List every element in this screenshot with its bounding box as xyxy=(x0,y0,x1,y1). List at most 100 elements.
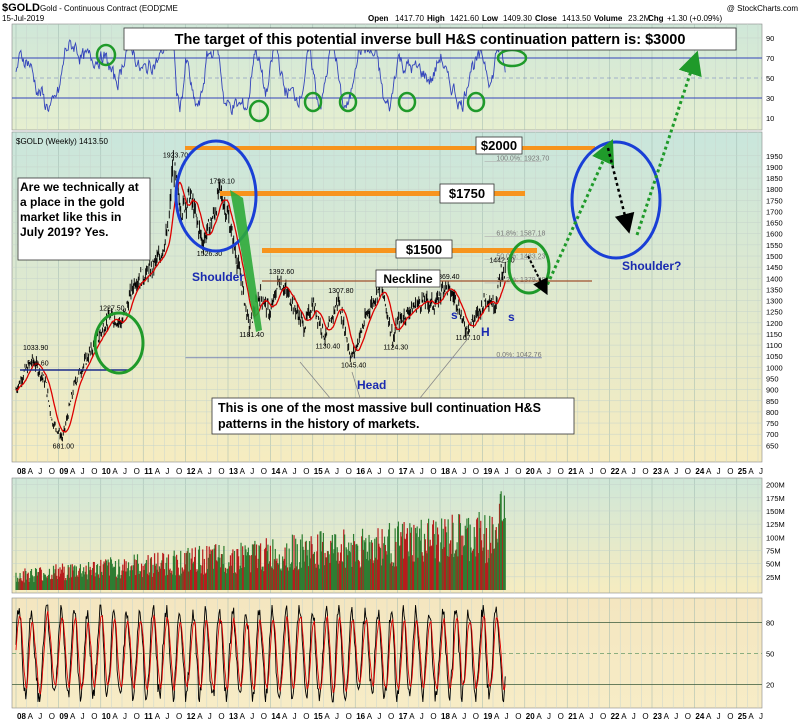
x-tick-label-upper: J xyxy=(505,467,509,476)
chg-value: +1.30 (+0.09%) xyxy=(667,14,722,23)
x-tick-label-lower: O xyxy=(642,712,648,721)
right-shoulder-ellipse xyxy=(570,140,662,260)
x-tick-label-upper: 18 xyxy=(441,467,450,476)
x-tick-label-upper: A xyxy=(748,467,754,476)
x-tick-label-lower: A xyxy=(706,712,712,721)
x-tick-label-upper: J xyxy=(547,467,551,476)
x-tick-label-upper: J xyxy=(717,467,721,476)
x-tick-label-lower: 11 xyxy=(144,712,153,721)
x-tick-label-lower: 24 xyxy=(695,712,704,721)
x-tick-label-lower: 15 xyxy=(314,712,323,721)
rsi-tick-label: 90 xyxy=(766,34,774,43)
axis-layer: 0808AAJJOO0909AAJJOO1010AAJJOO1111AAJJOO… xyxy=(17,34,785,721)
x-tick-label-lower: 10 xyxy=(102,712,111,721)
x-tick-label-lower: A xyxy=(324,712,330,721)
volume-label: Volume xyxy=(594,14,623,23)
x-tick-label-lower: J xyxy=(123,712,127,721)
x-tick-label-upper: J xyxy=(81,467,85,476)
x-tick-label-lower: A xyxy=(452,712,458,721)
x-tick-label-lower: O xyxy=(515,712,521,721)
price-pivot-label: 1124.30 xyxy=(383,345,408,352)
x-tick-label-lower: O xyxy=(303,712,309,721)
price-tick-label: 1600 xyxy=(766,230,783,239)
small-s1-label: s xyxy=(451,308,458,322)
price-tick-label: 1800 xyxy=(766,185,783,194)
price-tick-label: 1950 xyxy=(766,152,783,161)
x-tick-label-upper: J xyxy=(123,467,127,476)
high-value: 1421.60 xyxy=(450,14,479,23)
x-tick-label-upper: O xyxy=(430,467,436,476)
open-label: Open xyxy=(368,14,389,23)
x-tick-label-upper: A xyxy=(282,467,288,476)
rsi-circle-2 xyxy=(248,99,270,123)
x-tick-label-lower: J xyxy=(250,712,254,721)
x-tick-label-upper: 17 xyxy=(399,467,408,476)
left-shoulder-ellipse xyxy=(174,139,258,253)
x-tick-label-upper: O xyxy=(261,467,267,476)
x-tick-label-lower: J xyxy=(377,712,381,721)
x-tick-label-lower: A xyxy=(282,712,288,721)
x-tick-label-upper: O xyxy=(91,467,97,476)
x-tick-label-lower: 22 xyxy=(611,712,620,721)
x-tick-label-lower: O xyxy=(218,712,224,721)
rsi-tick-label: 70 xyxy=(766,54,774,63)
green-ellipse-2019 xyxy=(507,239,551,295)
x-tick-label-lower: J xyxy=(505,712,509,721)
x-tick-label-upper: O xyxy=(218,467,224,476)
rsi-circle-4 xyxy=(338,91,358,113)
rsi-circle-5 xyxy=(397,91,417,113)
x-tick-label-upper: O xyxy=(388,467,394,476)
x-tick-label-lower: O xyxy=(430,712,436,721)
volume-value: 23.2M xyxy=(628,14,651,23)
x-tick-label-upper: 20 xyxy=(526,467,535,476)
price-tick-label: 950 xyxy=(766,375,779,384)
x-tick-label-upper: O xyxy=(303,467,309,476)
pointer-line-1 xyxy=(299,361,331,399)
x-tick-label-upper: A xyxy=(28,467,34,476)
price-tick-label: 650 xyxy=(766,441,779,450)
x-tick-label-upper: J xyxy=(462,467,466,476)
x-tick-label-lower: A xyxy=(579,712,585,721)
rsi-tick-label: 10 xyxy=(766,114,774,123)
green-decline-wedge xyxy=(230,190,262,332)
date-text: 15-Jul-2019 xyxy=(2,14,45,23)
x-tick-label-lower: O xyxy=(176,712,182,721)
x-tick-label-upper: 10 xyxy=(102,467,111,476)
x-tick-label-lower: 20 xyxy=(526,712,535,721)
volume-tick-label: 150M xyxy=(766,507,785,516)
price-tick-label: 900 xyxy=(766,386,779,395)
x-tick-label-lower: O xyxy=(134,712,140,721)
x-tick-label-lower: A xyxy=(536,712,542,721)
x-tick-label-upper: A xyxy=(112,467,118,476)
shoulder-left-label: Shoulder xyxy=(192,270,244,284)
x-tick-label-lower: O xyxy=(558,712,564,721)
x-tick-label-lower: 14 xyxy=(271,712,280,721)
price-tick-label: 1050 xyxy=(766,352,783,361)
x-tick-label-upper: O xyxy=(685,467,691,476)
neckline-box xyxy=(375,269,441,288)
x-tick-label-upper: 12 xyxy=(187,467,196,476)
x-tick-label-lower: A xyxy=(112,712,118,721)
price-pivot-label: 1227.50 xyxy=(99,306,124,313)
x-tick-label-lower: A xyxy=(748,712,754,721)
price-tick-label: 700 xyxy=(766,430,779,439)
x-tick-label-lower: J xyxy=(717,712,721,721)
label-2000-box xyxy=(475,136,523,155)
volume-tick-label: 50M xyxy=(766,560,781,569)
x-tick-label-lower: 13 xyxy=(229,712,238,721)
price-pivot-label: 1033.90 xyxy=(23,345,48,352)
stochastic-d-line xyxy=(15,610,506,695)
moving-average-line xyxy=(15,181,506,433)
price-panel-label: $GOLD (Weekly) 1413.50 xyxy=(16,137,108,146)
x-tick-label-upper: A xyxy=(197,467,203,476)
x-tick-label-upper: J xyxy=(674,467,678,476)
x-tick-label-upper: 11 xyxy=(144,467,153,476)
rsi-line xyxy=(15,39,506,115)
x-tick-label-lower: A xyxy=(240,712,246,721)
x-tick-label-upper: J xyxy=(377,467,381,476)
volume-tick-label: 75M xyxy=(766,546,781,555)
close-value: 1413.50 xyxy=(562,14,591,23)
x-tick-label-lower: A xyxy=(367,712,373,721)
price-tick-label: 1750 xyxy=(766,196,783,205)
price-pivot-label: 1526.30 xyxy=(197,251,222,258)
